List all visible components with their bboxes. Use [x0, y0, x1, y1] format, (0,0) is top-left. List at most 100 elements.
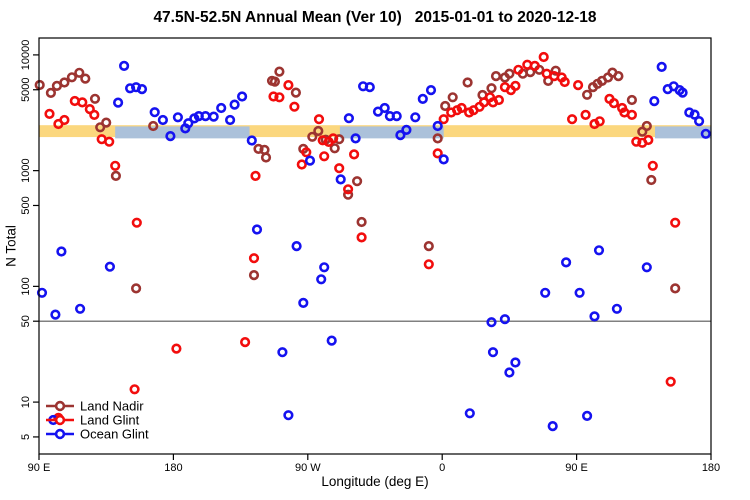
scatter-point — [319, 262, 330, 273]
scatter-point — [250, 170, 261, 181]
scatter-point — [432, 120, 443, 132]
scatter-point — [129, 384, 140, 395]
scatter-point — [356, 232, 367, 243]
scatter-point — [66, 72, 77, 83]
scatter-point — [95, 122, 106, 133]
scatter-point — [283, 79, 294, 91]
scatter-point — [45, 87, 57, 98]
scatter-point — [504, 367, 515, 378]
y-tick-label: 50 — [20, 315, 32, 327]
scatter-point — [104, 136, 115, 147]
scatter-point — [478, 97, 490, 108]
scatter-point — [594, 116, 605, 127]
scatter-point — [289, 101, 300, 112]
scatter-point — [274, 66, 285, 77]
y-tick-label: 5 — [20, 434, 32, 440]
scatter-point — [298, 297, 309, 309]
scatter-point — [50, 309, 61, 320]
scatter-point — [183, 118, 194, 129]
scatter-point — [417, 93, 428, 104]
scatter-point — [440, 100, 451, 112]
scatter-point — [148, 120, 159, 132]
y-tick-label: 100 — [20, 277, 32, 295]
scatter-point — [349, 149, 360, 160]
scatter-point — [572, 79, 584, 91]
scatter-point — [216, 102, 227, 114]
scatter-point — [410, 112, 421, 123]
scatter-point — [304, 155, 316, 166]
scatter-point — [343, 113, 355, 124]
x-tick-label: 0 — [439, 462, 445, 474]
scatter-point — [538, 51, 549, 63]
y-tick-label: 1000 — [20, 158, 32, 182]
scatter-point — [432, 148, 443, 159]
scatter-point — [125, 83, 136, 94]
scatter-point — [149, 107, 160, 118]
scatter-point — [172, 112, 183, 123]
scatter-point — [490, 70, 502, 82]
scatter-point — [237, 91, 248, 102]
scatter-point — [464, 408, 475, 419]
scatter-point — [343, 189, 354, 200]
scatter-point — [641, 262, 652, 273]
scatter-point — [574, 287, 585, 298]
scatter-point — [540, 287, 551, 298]
scatter-point — [296, 159, 307, 170]
scatter-point — [665, 376, 676, 387]
scatter-point — [110, 160, 121, 171]
scatter-point — [700, 128, 711, 139]
scatter-point — [447, 92, 458, 103]
scatter-point — [510, 357, 521, 368]
scatter-point — [513, 64, 524, 75]
scatter-point — [364, 81, 375, 93]
scatter-point — [110, 170, 121, 181]
scatter-point — [334, 134, 345, 145]
scatter-point — [684, 107, 695, 118]
scatter-point — [589, 311, 600, 322]
scatter-point — [423, 259, 434, 270]
scatter-point — [486, 83, 497, 94]
ocean-mean-band — [655, 126, 711, 139]
scatter-point — [379, 102, 390, 114]
scatter-point — [689, 109, 700, 120]
scatter-point — [646, 174, 657, 186]
x-tick-label: 90 E — [565, 462, 588, 474]
scatter-point — [74, 67, 85, 78]
scatter-point — [240, 337, 251, 348]
scatter-point — [352, 176, 363, 187]
scatter-point — [326, 335, 337, 346]
chart-title: 47.5N-52.5N Annual Mean (Ver 10) 2015-01… — [153, 9, 597, 26]
scatter-point — [101, 117, 112, 128]
plot-box — [38, 37, 712, 455]
scatter-point — [59, 114, 70, 126]
scatter-point — [316, 274, 327, 285]
series-land-glint — [44, 51, 681, 424]
scatter-point — [319, 151, 330, 162]
x-axis-label: Longitude (deg E) — [321, 474, 429, 489]
scatter-point — [260, 152, 272, 163]
legend-item: Ocean Glint — [46, 427, 149, 442]
scatter-point — [200, 110, 211, 122]
y-tick-label: 10 — [20, 396, 32, 408]
scatter-point — [550, 65, 561, 76]
scatter-point — [277, 347, 288, 358]
scatter-point — [34, 79, 45, 91]
scatter-point — [328, 133, 339, 144]
scatter-point — [112, 97, 124, 108]
x-tick-label: 180 — [702, 462, 720, 474]
legend-marker-circle — [54, 400, 66, 412]
scatter-point — [334, 163, 345, 174]
scatter-point — [301, 147, 312, 158]
ocean-mean-band — [339, 126, 444, 139]
scatter-point — [493, 94, 505, 106]
scatter-point — [395, 130, 406, 141]
legend-label: Land Nadir — [80, 399, 144, 414]
scatter-point — [269, 76, 281, 87]
scatter-point — [89, 93, 101, 104]
legend-marker-circle — [54, 414, 66, 426]
scatter-point — [438, 114, 449, 125]
scatter-point — [290, 87, 302, 98]
scatter-point — [670, 283, 681, 294]
scatter-point — [581, 89, 593, 100]
scatter-point — [248, 270, 260, 281]
